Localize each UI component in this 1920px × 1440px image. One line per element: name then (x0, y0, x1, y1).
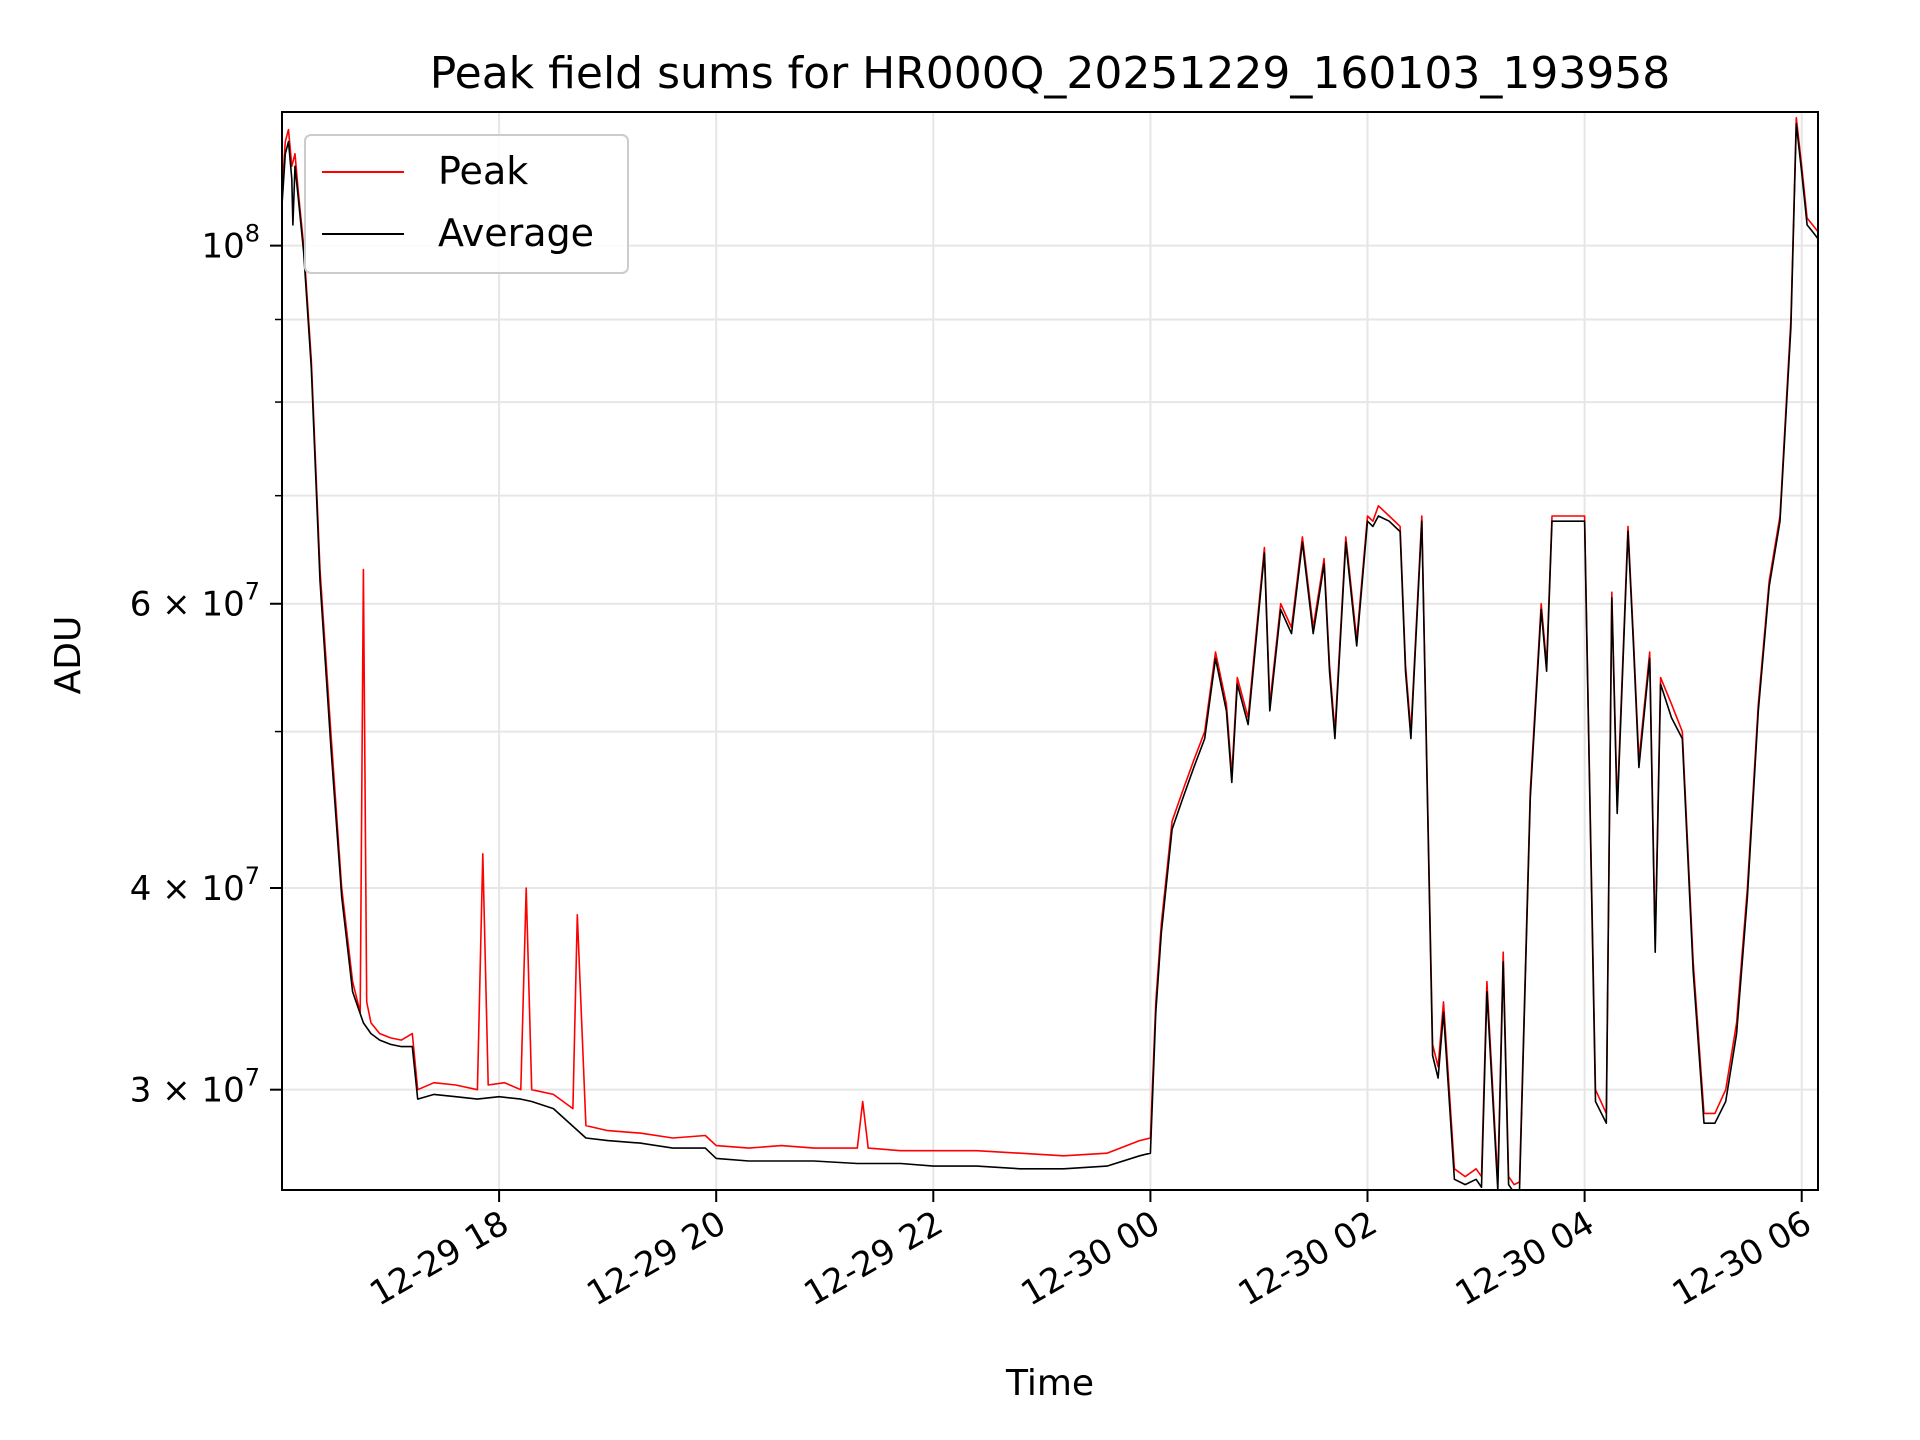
legend-frame (304, 134, 629, 274)
y-tick-label: 108 (201, 220, 260, 267)
grid-layer (282, 112, 1818, 1190)
chart-title: Peak field sums for HR000Q_20251229_1601… (430, 48, 1671, 99)
y-tick-label: 6 × 107 (130, 578, 260, 625)
legend-label-average: Average (438, 211, 594, 255)
series-line-average (282, 122, 1818, 1190)
y-axis-label: ADU (48, 616, 89, 695)
series-layer (282, 117, 1818, 1190)
legend-label-peak: Peak (438, 149, 528, 193)
x-axis-label: Time (1005, 1363, 1094, 1404)
y-tick-label: 3 × 107 (130, 1064, 260, 1111)
y-tick-label: 4 × 107 (130, 862, 260, 909)
plot-frame (281, 111, 1819, 1191)
legend: Peak Average (304, 134, 629, 274)
